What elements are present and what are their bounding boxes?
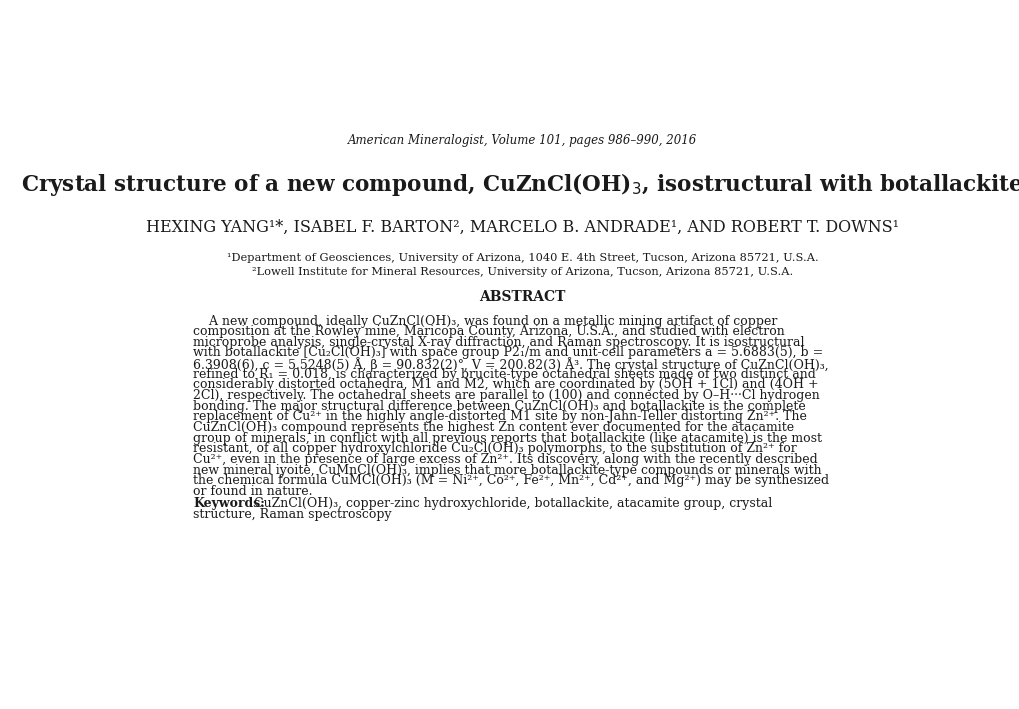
- Text: bonding. The major structural difference between CuZnCl(OH)₃ and botallackite is: bonding. The major structural difference…: [193, 400, 805, 413]
- Text: CuZnCl(OH)₃ compound represents the highest Zn content ever documented for the a: CuZnCl(OH)₃ compound represents the high…: [193, 421, 794, 434]
- Text: resistant, of all copper hydroxylchloride Cu₂Cl(OH)₃ polymorphs, to the substitu: resistant, of all copper hydroxylchlorid…: [193, 442, 796, 455]
- Text: 6.3908(6), c = 5.5248(5) Å, β = 90.832(2)°, V = 200.82(3) Å³. The crystal struct: 6.3908(6), c = 5.5248(5) Å, β = 90.832(2…: [193, 357, 827, 372]
- Text: ²Lowell Institute for Mineral Resources, University of Arizona, Tucson, Arizona : ²Lowell Institute for Mineral Resources,…: [252, 267, 793, 277]
- Text: structure, Raman spectroscopy: structure, Raman spectroscopy: [193, 508, 391, 521]
- Text: with botallackite [Cu₂Cl(OH)₃] with space group P2₁/m and unit-cell parameters a: with botallackite [Cu₂Cl(OH)₃] with spac…: [193, 347, 822, 359]
- Text: Crystal structure of a new compound, CuZnCl(OH)$_3$, isostructural with botallac: Crystal structure of a new compound, CuZ…: [21, 172, 1019, 199]
- Text: Cu²⁺, even in the presence of large excess of Zn²⁺. Its discovery, along with th: Cu²⁺, even in the presence of large exce…: [193, 453, 817, 466]
- Text: microprobe analysis, single-crystal X-ray diffraction, and Raman spectroscopy. I: microprobe analysis, single-crystal X-ra…: [193, 336, 804, 349]
- Text: HEXING YANG¹*, ISABEL F. BARTON², MARCELO B. ANDRADE¹, AND ROBERT T. DOWNS¹: HEXING YANG¹*, ISABEL F. BARTON², MARCEL…: [146, 219, 899, 236]
- Text: the chemical formula CuMCl(OH)₃ (M = Ni²⁺, Co²⁺, Fe²⁺, Mn²⁺, Cd²⁺, and Mg²⁺) may: the chemical formula CuMCl(OH)₃ (M = Ni²…: [193, 474, 828, 487]
- Text: 2Cl), respectively. The octahedral sheets are parallel to (100) and connected by: 2Cl), respectively. The octahedral sheet…: [193, 389, 819, 402]
- Text: ¹Department of Geosciences, University of Arizona, 1040 E. 4th Street, Tucson, A: ¹Department of Geosciences, University o…: [226, 252, 818, 262]
- Text: new mineral iyoite, CuMnCl(OH)₃, implies that more botallackite-type compounds o: new mineral iyoite, CuMnCl(OH)₃, implies…: [193, 464, 821, 476]
- Text: CuZnCl(OH)₃, copper-zinc hydroxychloride, botallackite, atacamite group, crystal: CuZnCl(OH)₃, copper-zinc hydroxychloride…: [250, 497, 771, 510]
- Text: or found in nature.: or found in nature.: [193, 485, 312, 498]
- Text: American Mineralogist, Volume 101, pages 986–990, 2016: American Mineralogist, Volume 101, pages…: [347, 134, 697, 147]
- Text: ABSTRACT: ABSTRACT: [479, 290, 566, 303]
- Text: refined to R₁ = 0.018, is characterized by brucite-type octahedral sheets made o: refined to R₁ = 0.018, is characterized …: [193, 368, 815, 381]
- Text: group of minerals, in conflict with all previous reports that botallackite (like: group of minerals, in conflict with all …: [193, 432, 821, 445]
- Text: considerably distorted octahedra, M1 and M2, which are coordinated by (5OH + 1Cl: considerably distorted octahedra, M1 and…: [193, 379, 818, 391]
- Text: A new compound, ideally CuZnCl(OH)₃, was found on a metallic mining artifact of : A new compound, ideally CuZnCl(OH)₃, was…: [193, 315, 776, 328]
- Text: replacement of Cu²⁺ in the highly angle-distorted M1 site by non-Jahn-Teller dis: replacement of Cu²⁺ in the highly angle-…: [193, 411, 806, 423]
- Text: composition at the Rowley mine, Maricopa County, Arizona, U.S.A., and studied wi: composition at the Rowley mine, Maricopa…: [193, 325, 784, 338]
- Text: Keywords:: Keywords:: [193, 497, 265, 510]
